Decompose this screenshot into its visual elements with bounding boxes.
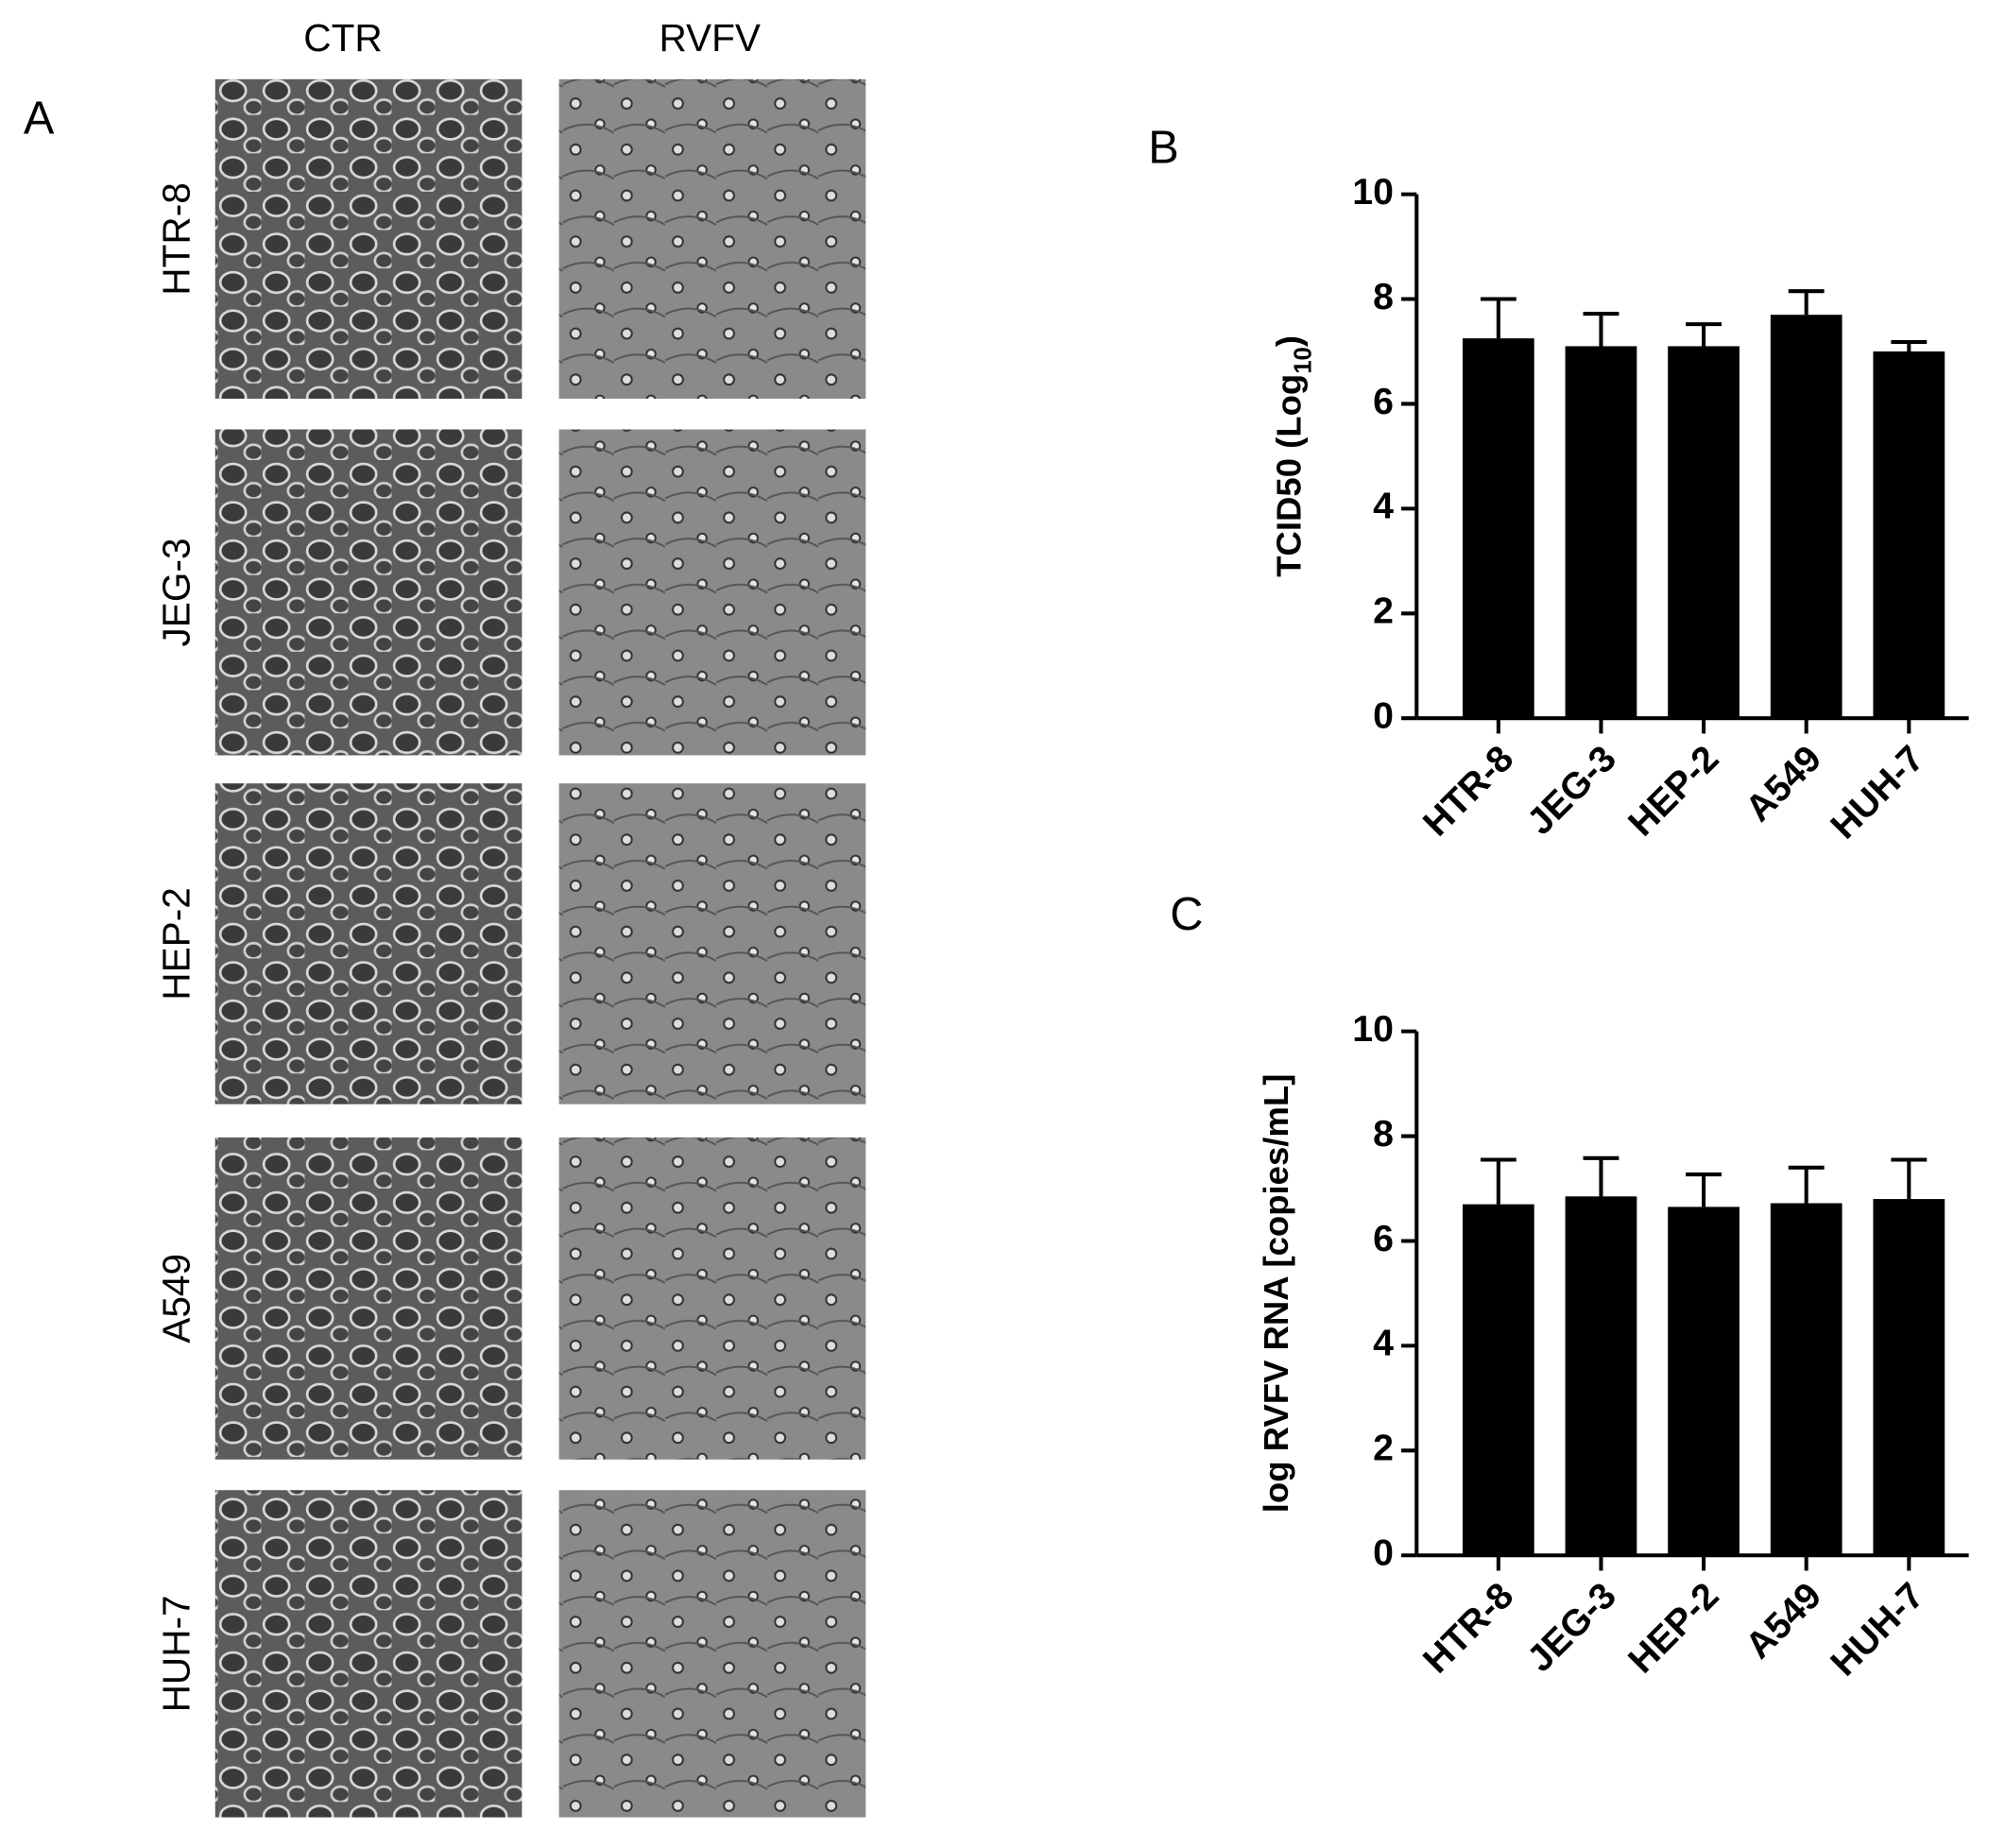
y-tick-label: 0 xyxy=(1373,695,1394,737)
y-tick-label: 4 xyxy=(1373,1323,1394,1364)
micrograph xyxy=(558,1490,866,1818)
y-tick-label: 10 xyxy=(1352,1008,1394,1050)
row-label: A549 xyxy=(155,1254,198,1343)
error-bar xyxy=(1891,1157,1928,1200)
x-tick-label: HTR-8 xyxy=(1415,1575,1522,1682)
y-tick-label: 10 xyxy=(1352,171,1394,213)
error-bar xyxy=(1583,312,1619,347)
error-bar xyxy=(1891,339,1928,351)
x-tick-label: A549 xyxy=(1738,1575,1829,1667)
bar xyxy=(1462,1204,1534,1556)
y-axis-label: TCID50 (Log10) xyxy=(1269,335,1316,577)
y-tick-label: 0 xyxy=(1373,1532,1394,1574)
bar xyxy=(1565,346,1637,719)
y-axis-label-text: TCID50 (Log xyxy=(1269,374,1308,577)
y-tick-label: 2 xyxy=(1373,1428,1394,1469)
panel-label: C xyxy=(1170,889,1203,940)
micrograph xyxy=(558,78,866,400)
x-tick-label: A549 xyxy=(1738,738,1829,830)
column-label: CTR xyxy=(303,16,382,60)
y-tick-label: 8 xyxy=(1373,276,1394,317)
bar xyxy=(1873,1199,1945,1556)
y-tick-label: 6 xyxy=(1373,381,1394,422)
error-bar xyxy=(1480,1157,1517,1205)
row-label: JEG-3 xyxy=(155,538,198,646)
error-bar xyxy=(1583,1155,1619,1197)
micrograph xyxy=(558,783,866,1104)
x-tick-label: HTR-8 xyxy=(1415,738,1522,845)
y-axis-label-text: log RVFV RNA [copies/mL] xyxy=(1257,1074,1295,1514)
micrograph xyxy=(214,1137,523,1460)
x-tick-label: JEG-3 xyxy=(1519,1575,1624,1680)
bar xyxy=(1668,1206,1739,1556)
bar xyxy=(1770,1203,1842,1556)
panel-label: B xyxy=(1148,122,1178,173)
y-axis-label-suffix: ) xyxy=(1269,335,1308,347)
y-axis-label-subscript: 10 xyxy=(1290,347,1316,374)
y-tick-label: 8 xyxy=(1373,1113,1394,1155)
error-bar xyxy=(1788,289,1825,316)
y-tick-label: 4 xyxy=(1373,486,1394,527)
micrograph xyxy=(214,783,523,1104)
y-tick-label: 2 xyxy=(1373,590,1394,632)
bar xyxy=(1770,315,1842,719)
row-label: HUH-7 xyxy=(155,1595,198,1712)
error-bar xyxy=(1686,322,1722,347)
micrograph xyxy=(214,1490,523,1818)
y-axis-label: log RVFV RNA [copies/mL] xyxy=(1257,1074,1295,1514)
row-label: HTR-8 xyxy=(155,182,198,295)
y-tick-label: 6 xyxy=(1373,1218,1394,1259)
bar xyxy=(1668,346,1739,719)
row-label: HEP-2 xyxy=(155,887,198,1001)
error-bar xyxy=(1788,1165,1825,1204)
error-bar xyxy=(1686,1172,1722,1207)
micrograph xyxy=(558,1137,866,1460)
x-tick-label: HUH-7 xyxy=(1823,738,1932,847)
x-tick-label: HEP-2 xyxy=(1620,1575,1727,1682)
x-tick-label: JEG-3 xyxy=(1519,738,1624,843)
error-bar xyxy=(1480,297,1517,339)
x-tick-label: HEP-2 xyxy=(1620,738,1727,845)
panel-label: A xyxy=(24,93,55,144)
micrograph xyxy=(558,429,866,756)
micrograph xyxy=(214,429,523,756)
bar xyxy=(1565,1196,1637,1556)
micrograph xyxy=(214,78,523,400)
bar xyxy=(1462,338,1534,719)
column-label: RVFV xyxy=(659,16,760,60)
x-tick-label: HUH-7 xyxy=(1823,1575,1932,1685)
bar xyxy=(1873,351,1945,719)
